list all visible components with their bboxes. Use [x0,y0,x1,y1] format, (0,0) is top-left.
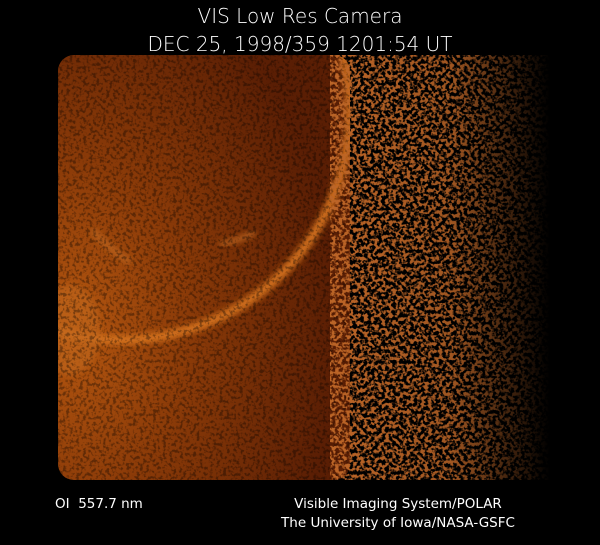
credit-line: Visible Imaging System/POLAR [294,496,502,512]
credit-line: The University of Iowa/NASA-GSFC [280,515,515,531]
timestamp: DEC 25, 1998/359 1201:54 UT [148,32,453,56]
filter-label: OI 557.7 nm [55,496,143,512]
auroral-image [58,55,550,480]
title: VIS Low Res Camera [198,4,403,28]
